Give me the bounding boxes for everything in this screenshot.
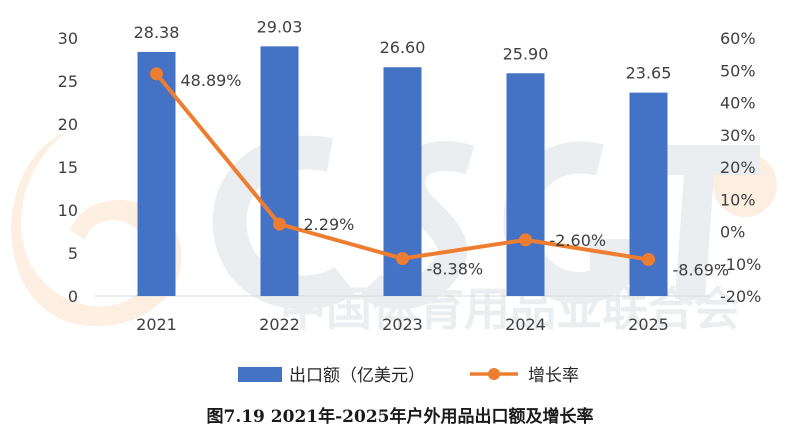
category-tick-label: 2022 bbox=[259, 315, 300, 334]
category-tick-label: 2024 bbox=[505, 315, 546, 334]
left-axis: 0 5 10 15 20 25 30 bbox=[58, 29, 78, 306]
left-axis-tick-label: 20 bbox=[58, 115, 78, 134]
legend-bar-label: 出口额（亿美元） bbox=[289, 366, 425, 386]
right-axis-tick-label: -20% bbox=[720, 287, 761, 306]
bar-data-label: 28.38 bbox=[134, 23, 180, 42]
bar bbox=[137, 51, 176, 296]
right-axis-tick-label: 20% bbox=[720, 158, 756, 177]
right-axis-tick-label: 50% bbox=[720, 61, 756, 80]
right-axis-tick-label: 30% bbox=[720, 126, 756, 145]
growth-line-series: 48.89% 2.29% -8.38% -2.60% -8.69% bbox=[150, 67, 730, 280]
growth-point bbox=[642, 253, 655, 267]
growth-data-label: -2.60% bbox=[550, 231, 607, 250]
left-axis-tick-label: 0 bbox=[68, 287, 78, 306]
right-axis-tick-label: 40% bbox=[720, 94, 756, 113]
growth-data-label: 48.89% bbox=[181, 71, 242, 90]
legend-line-label: 增长率 bbox=[528, 366, 579, 386]
bar-data-label: 26.60 bbox=[380, 38, 426, 57]
right-axis-tick-label: 60% bbox=[720, 29, 756, 48]
left-axis-tick-label: 15 bbox=[58, 158, 78, 177]
growth-data-label: -8.69% bbox=[673, 261, 730, 280]
growth-data-label: 2.29% bbox=[304, 215, 355, 234]
legend-bar-swatch bbox=[238, 367, 282, 382]
right-axis: -20% -10% 0% 10% 20% 30% 40% 50% 60% bbox=[720, 29, 761, 306]
bar bbox=[506, 73, 545, 296]
left-axis-tick-label: 10 bbox=[58, 201, 78, 220]
category-labels: 2021 2022 2023 2024 2025 bbox=[136, 315, 669, 334]
bar-data-label: 23.65 bbox=[626, 64, 672, 83]
bar-data-labels: 28.38 29.03 26.60 25.90 23.65 bbox=[134, 17, 672, 82]
right-axis-tick-label: -10% bbox=[720, 255, 761, 274]
category-tick-label: 2023 bbox=[382, 315, 423, 334]
bar-data-label: 29.03 bbox=[257, 17, 303, 36]
left-axis-tick-label: 5 bbox=[68, 244, 78, 263]
watermark-dot bbox=[713, 153, 777, 217]
bar-series bbox=[137, 46, 668, 297]
left-axis-tick-label: 30 bbox=[58, 29, 78, 48]
figure-caption: 图7.19 2021年-2025年户外用品出口额及增长率 bbox=[206, 406, 593, 427]
bar-data-label: 25.90 bbox=[503, 44, 549, 63]
growth-point bbox=[273, 217, 286, 231]
growth-data-label: -8.38% bbox=[427, 260, 484, 279]
legend: 出口额（亿美元） 增长率 bbox=[238, 366, 579, 386]
category-tick-label: 2021 bbox=[136, 315, 177, 334]
growth-point bbox=[150, 67, 163, 81]
legend-line-marker bbox=[488, 368, 500, 380]
bar bbox=[260, 46, 299, 297]
right-axis-tick-label: 0% bbox=[720, 223, 745, 242]
category-tick-label: 2025 bbox=[628, 315, 669, 334]
growth-point bbox=[519, 233, 532, 247]
growth-point bbox=[396, 252, 409, 266]
left-axis-tick-label: 25 bbox=[58, 72, 78, 91]
right-axis-tick-label: 10% bbox=[720, 190, 756, 209]
